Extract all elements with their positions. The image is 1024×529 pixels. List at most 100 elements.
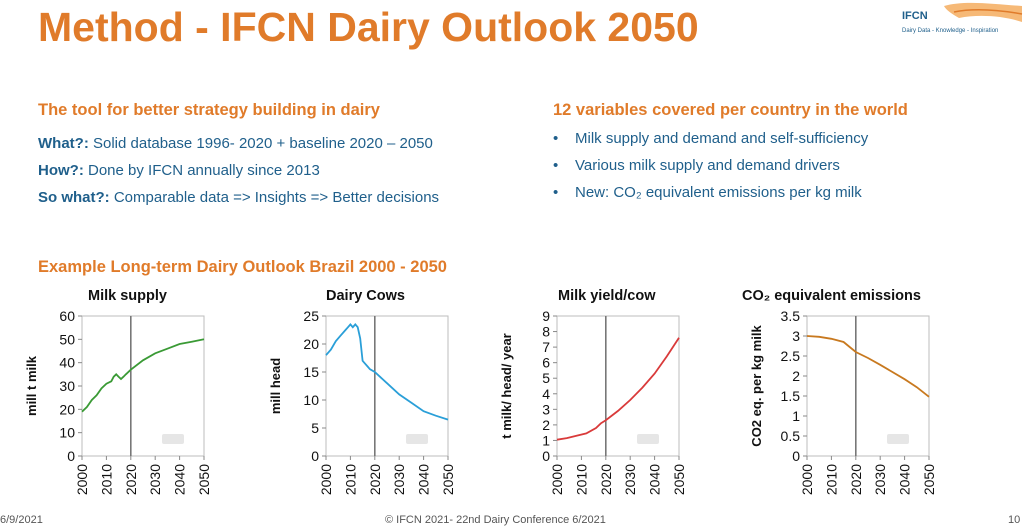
- left-heading: The tool for better strategy building in…: [38, 101, 380, 119]
- y-tick-label: 1: [792, 408, 800, 424]
- row-text: Solid database 1996- 2020 + baseline 202…: [93, 135, 433, 152]
- plot-area: [806, 315, 930, 457]
- row-so-what: So what?: Comparable data => Insights =>…: [38, 189, 439, 206]
- y-tick-label: 9: [542, 308, 550, 324]
- x-tick-label: 2050: [196, 464, 212, 495]
- x-tick-label: 2010: [98, 464, 114, 495]
- bullet-text: Milk supply and demand and self-sufficie…: [575, 130, 869, 147]
- plot-area: [325, 315, 449, 457]
- y-tick-label: 20: [303, 336, 319, 352]
- watermark-logo: [162, 434, 184, 444]
- bullet-item: • Various milk supply and demand drivers: [553, 157, 840, 174]
- y-tick-label: 2: [542, 417, 550, 433]
- right-heading: 12 variables covered per country in the …: [553, 101, 908, 119]
- watermark-logo: [637, 434, 659, 444]
- bullet-item: • Milk supply and demand and self-suffici…: [553, 130, 869, 147]
- y-tick-label: 1.5: [781, 388, 801, 404]
- x-tick-label: 2030: [391, 464, 407, 495]
- row-text: Comparable data => Insights => Better de…: [113, 189, 440, 206]
- y-tick-label: 30: [59, 378, 75, 394]
- bullet-text: Various milk supply and demand drivers: [575, 157, 840, 174]
- x-tick-label: 2040: [416, 464, 432, 495]
- y-tick-label: 40: [59, 355, 75, 371]
- y-tick-label: 0: [542, 448, 550, 464]
- y-tick-label: 0.5: [781, 428, 801, 444]
- series-line: [81, 338, 205, 413]
- y-tick-label: 4: [542, 386, 550, 402]
- x-tick-label: 2000: [318, 464, 334, 495]
- x-tick-label: 2010: [342, 464, 358, 495]
- chart-title-milk-yield: Milk yield/cow: [558, 288, 656, 304]
- row-what: What?: Solid database 1996- 2020 + basel…: [38, 135, 433, 152]
- y-tick-label: 0: [311, 448, 319, 464]
- x-tick-label: 2010: [823, 464, 839, 495]
- x-tick-label: 2030: [622, 464, 638, 495]
- row-label: How?:: [38, 162, 84, 179]
- chart-co2: 0 0.5 1 1.5 2 2.5 3 3.5 2000 2010 2020 2030 2040 2050…: [749, 308, 937, 495]
- x-tick-label: 2030: [147, 464, 163, 495]
- chart-dairy-cows: 0 5 10 15 20 25 2000 2010 2020 2030 2040 2050 mill h…: [268, 308, 456, 495]
- x-tick-label: 2020: [848, 464, 864, 495]
- y-tick-label: 1: [542, 432, 550, 448]
- x-tick-label: 2020: [123, 464, 139, 495]
- x-tick-label: 2040: [897, 464, 913, 495]
- y-axis-label: mill t milk: [24, 355, 39, 416]
- bullet-item: • New: CO₂ equivalent emissions per kg mi…: [553, 184, 862, 201]
- series-line: [325, 323, 449, 421]
- y-tick-label: 10: [303, 392, 319, 408]
- watermark-logo: [887, 434, 909, 444]
- x-tick-label: 2030: [872, 464, 888, 495]
- y-tick-label: 50: [59, 331, 75, 347]
- y-tick-label: 7: [542, 339, 550, 355]
- y-tick-label: 3: [542, 401, 550, 417]
- x-tick-label: 2000: [549, 464, 565, 495]
- chart-title-dairy-cows: Dairy Cows: [326, 288, 405, 304]
- y-tick-label: 15: [303, 364, 319, 380]
- y-axis-label: mill head: [268, 358, 283, 414]
- plot-area: [556, 315, 680, 457]
- plot-area: [81, 315, 205, 457]
- x-tick-label: 2020: [367, 464, 383, 495]
- chart-title-milk-supply: Milk supply: [88, 288, 167, 304]
- bullet-text: New: CO₂ equivalent emissions per kg mil…: [575, 184, 862, 201]
- row-how: How?: Done by IFCN annually since 2013: [38, 162, 320, 179]
- series-line: [556, 337, 680, 441]
- row-label: So what?:: [38, 189, 110, 206]
- y-axis-label: t milk/ head/ year: [499, 333, 514, 439]
- logo-tagline: Dairy Data - Knowledge - Inspiration: [902, 28, 999, 34]
- x-tick-label: 2050: [440, 464, 456, 495]
- y-axis-label: CO2 eq. per kg milk: [749, 325, 764, 447]
- y-tick-label: 2.5: [781, 348, 801, 364]
- x-tick-label: 2020: [598, 464, 614, 495]
- y-tick-label: 20: [59, 401, 75, 417]
- footer-center: © IFCN 2021- 22nd Dairy Conference 6/202…: [385, 514, 606, 526]
- row-label: What?:: [38, 135, 89, 152]
- footer-date: 6/9/2021: [0, 514, 43, 526]
- x-tick-label: 2000: [799, 464, 815, 495]
- logo-name: IFCN: [902, 10, 928, 22]
- slide-title: Method - IFCN Dairy Outlook 2050: [38, 4, 699, 50]
- y-tick-label: 6: [542, 355, 550, 371]
- series-line: [806, 335, 930, 398]
- y-tick-label: 5: [542, 370, 550, 386]
- y-tick-label: 0: [67, 448, 75, 464]
- row-text: Done by IFCN annually since 2013: [88, 162, 320, 179]
- y-tick-label: 60: [59, 308, 75, 324]
- y-tick-label: 2: [792, 368, 800, 384]
- example-heading: Example Long-term Dairy Outlook Brazil 2…: [38, 258, 447, 276]
- x-tick-label: 2000: [74, 464, 90, 495]
- y-tick-label: 3: [792, 328, 800, 344]
- x-tick-label: 2040: [647, 464, 663, 495]
- y-tick-label: 5: [311, 420, 319, 436]
- x-tick-label: 2050: [671, 464, 687, 495]
- y-tick-label: 10: [59, 425, 75, 441]
- chart-title-co2: CO₂ equivalent emissions: [742, 288, 921, 304]
- y-tick-label: 8: [542, 324, 550, 340]
- x-tick-label: 2010: [573, 464, 589, 495]
- y-tick-label: 3.5: [781, 308, 801, 324]
- watermark-logo: [406, 434, 428, 444]
- ifcn-logo: [944, 2, 1023, 23]
- footer-page: 10: [1008, 514, 1021, 526]
